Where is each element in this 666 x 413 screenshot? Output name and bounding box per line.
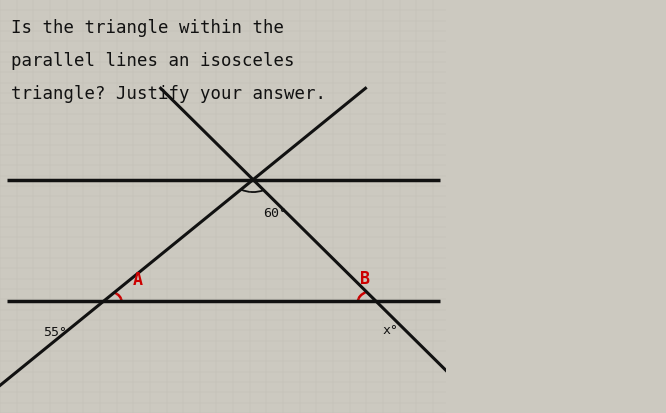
Text: B: B: [360, 270, 370, 288]
Text: 55°: 55°: [43, 326, 67, 339]
Text: parallel lines an isosceles: parallel lines an isosceles: [11, 52, 294, 70]
Text: Is the triangle within the: Is the triangle within the: [11, 19, 284, 37]
Text: 60°: 60°: [263, 206, 287, 219]
Text: triangle? Justify your answer.: triangle? Justify your answer.: [11, 85, 326, 103]
Text: A: A: [133, 271, 143, 289]
Text: x°: x°: [383, 324, 399, 337]
